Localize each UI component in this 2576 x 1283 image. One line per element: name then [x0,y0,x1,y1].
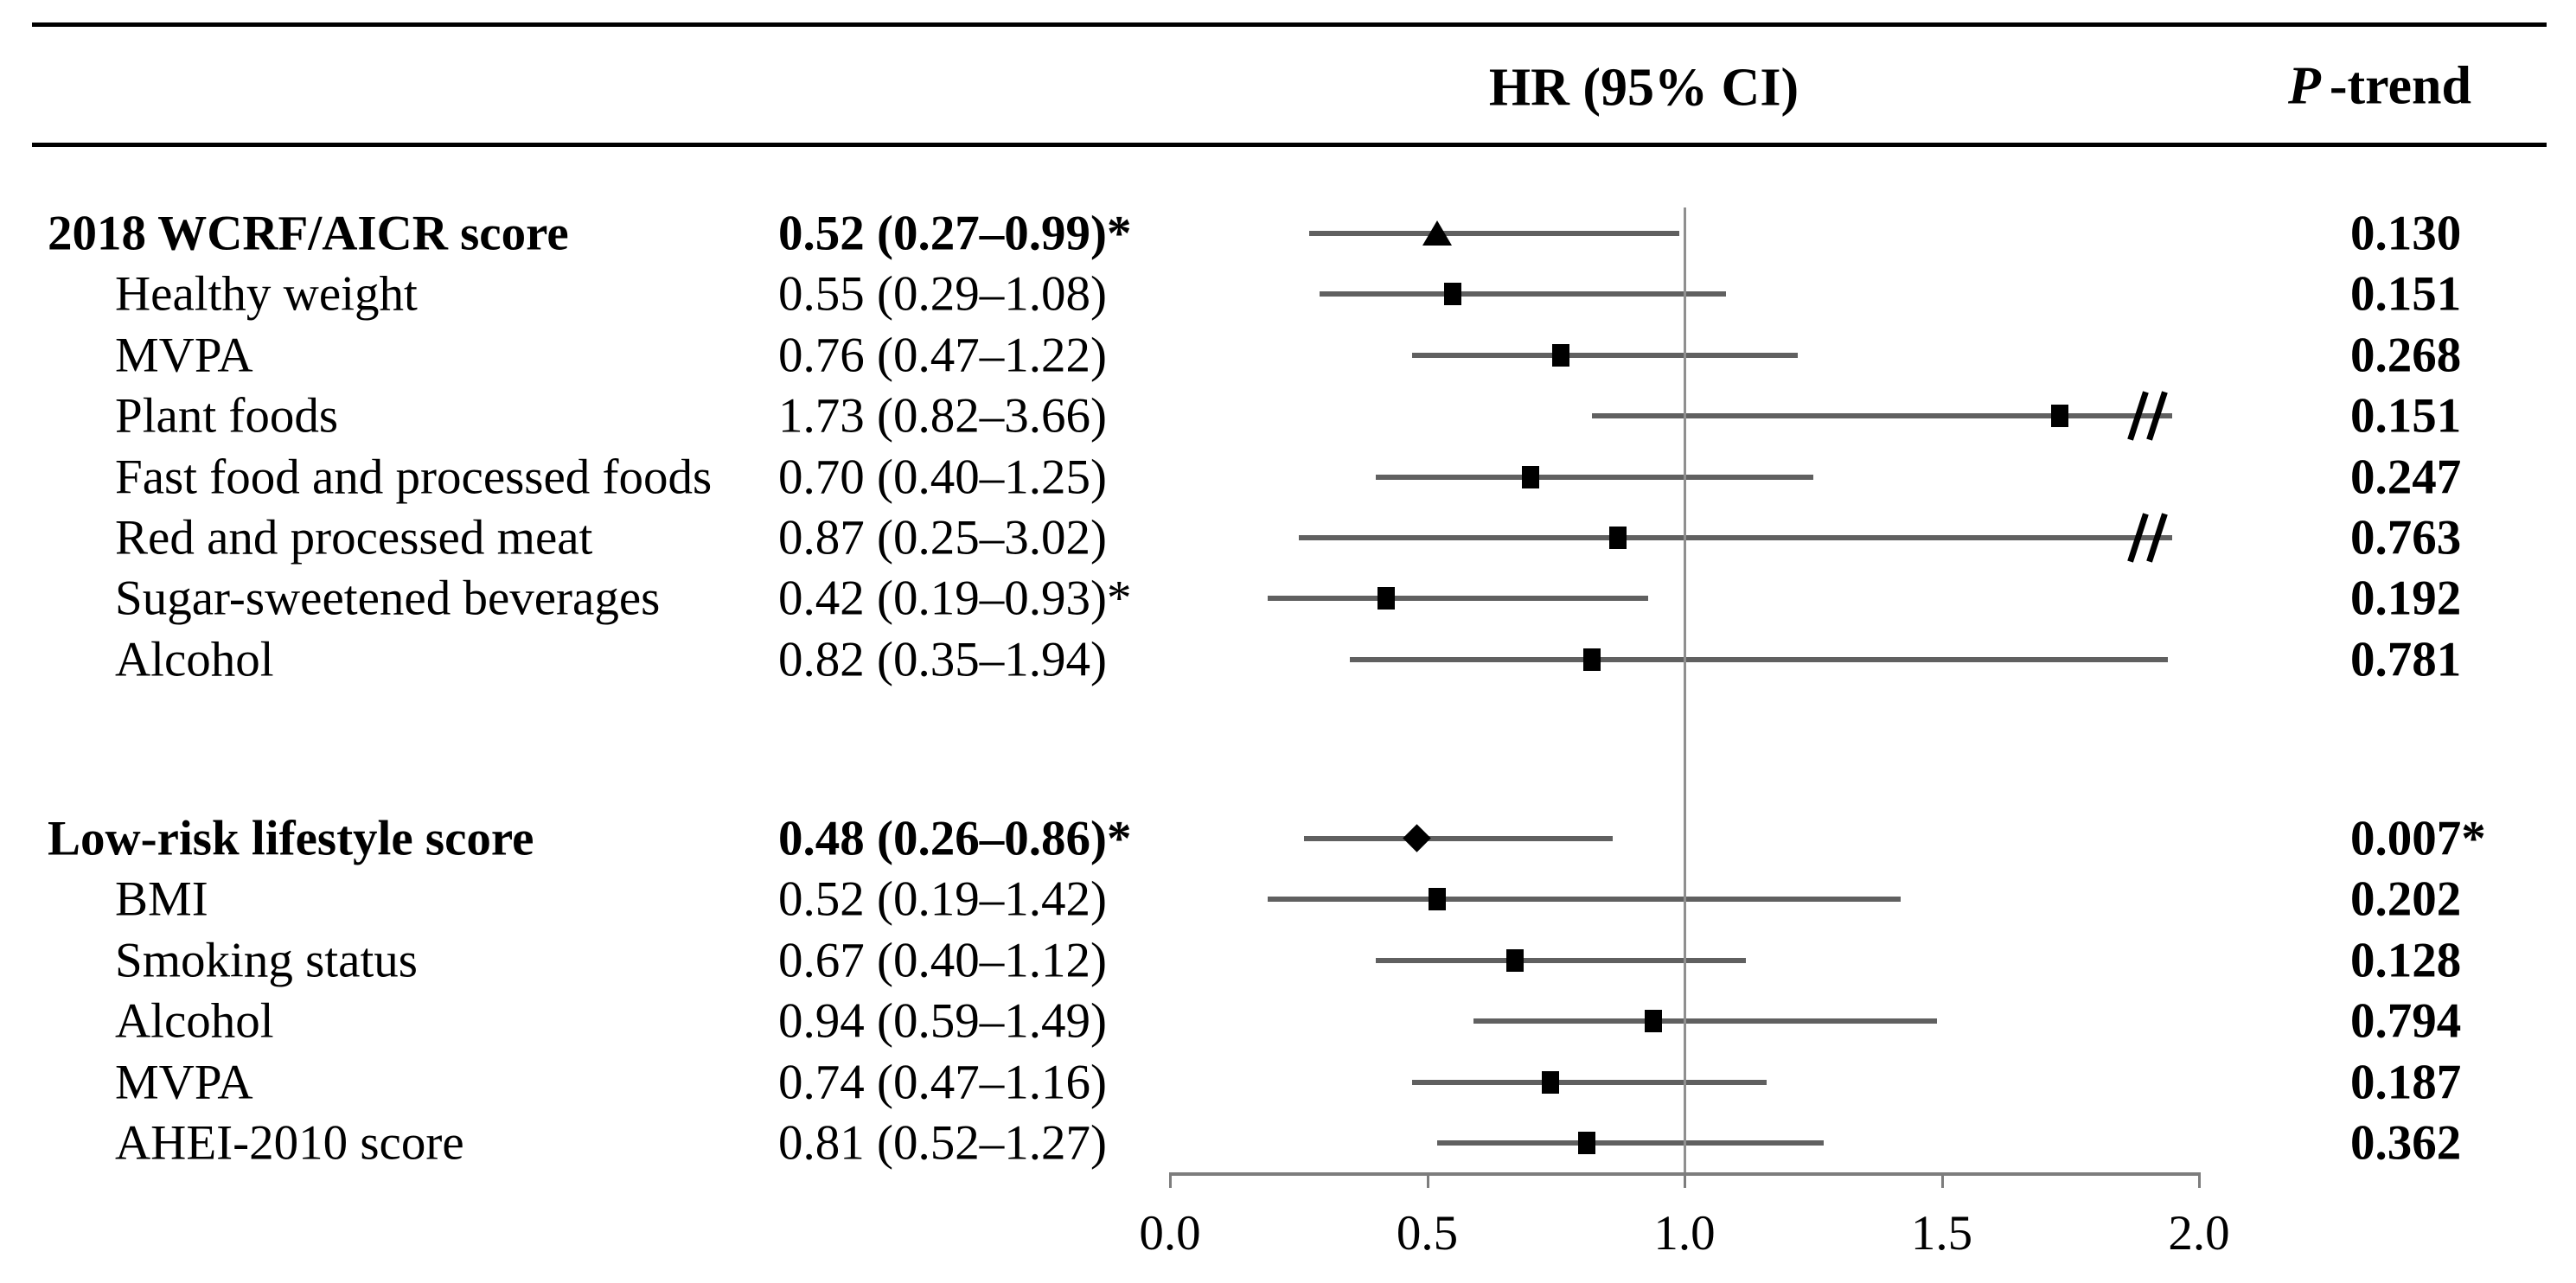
header-separator-rule [32,143,2547,147]
row-label: BMI [115,871,208,927]
hr-marker-square [1645,1010,1663,1033]
ci-line [1268,596,1649,602]
x-axis-tick-label: 1.0 [1653,1206,1716,1261]
row-p-value: 0.268 [2350,328,2462,383]
x-axis-tick [1940,1172,1944,1188]
ci-line [1473,1018,1937,1024]
ci-line [1298,535,2172,540]
ci-line [1591,413,2172,419]
row-label: Alcohol [115,632,274,687]
column-header-hr: HR (95% CI) [1488,58,1799,118]
row-label: Red and processed meat [115,510,593,565]
row-p-value: 0.362 [2350,1115,2462,1171]
row-p-value: 0.247 [2350,450,2462,505]
row-label: Fast food and processed foods [115,450,713,505]
x-axis-tick [1426,1172,1429,1188]
row-p-value: 0.007* [2350,811,2486,866]
hr-marker-square [1582,648,1601,671]
row-hr-value: 0.52 (0.19–1.42) [778,871,1107,927]
row-p-value: 0.151 [2350,266,2462,322]
ci-line [1411,1079,1767,1085]
row-p-value: 0.130 [2350,206,2462,261]
row-hr-value: 0.52 (0.27–0.99)* [778,206,1132,261]
ci-line [1303,836,1613,841]
row-p-value: 0.794 [2350,993,2462,1049]
hr-marker-square [1552,343,1570,367]
column-header-ptrend: P -trend [2288,56,2471,118]
row-p-value: 0.187 [2350,1055,2462,1110]
row-p-value: 0.151 [2350,388,2462,444]
row-hr-value: 1.73 (0.82–3.66) [778,388,1107,444]
x-axis-tick-label: 2.0 [2168,1206,2230,1261]
row-label: Alcohol [115,993,274,1049]
row-hr-value: 0.87 (0.25–3.02) [778,510,1107,565]
hr-marker-square [1444,283,1462,306]
row-label: MVPA [115,328,253,383]
row-hr-value: 0.42 (0.19–0.93)* [778,571,1132,626]
hr-marker-diamond [1402,824,1431,852]
row-label: Smoking status [115,933,418,988]
hr-marker-square [1542,1070,1560,1094]
hr-marker-square [1577,1132,1595,1154]
row-p-value: 0.202 [2350,871,2462,927]
hr-marker-triangle [1422,220,1453,246]
x-axis-tick-label: 0.5 [1396,1206,1459,1261]
hr-marker-square [1521,465,1539,488]
row-p-value: 0.128 [2350,933,2462,988]
row-p-value: 0.763 [2350,510,2462,565]
row-hr-value: 0.55 (0.29–1.08) [778,266,1107,322]
row-hr-value: 0.82 (0.35–1.94) [778,632,1107,687]
row-label: Sugar-sweetened beverages [115,571,661,626]
row-hr-value: 0.81 (0.52–1.27) [778,1115,1107,1171]
reference-line-1.0 [1684,207,1686,1172]
row-hr-value: 0.76 (0.47–1.22) [778,328,1107,383]
hr-marker-square [1608,527,1627,549]
row-hr-value: 0.48 (0.26–0.86)* [778,811,1132,866]
hr-marker-square [2051,405,2069,428]
row-label: Healthy weight [115,266,418,322]
top-rule [32,22,2547,27]
x-axis-tick-label: 1.5 [1910,1206,1973,1261]
ci-line [1411,352,1798,358]
hr-marker-square [1429,888,1447,911]
hr-marker-square [1505,948,1524,972]
hr-marker-square [1377,587,1395,610]
row-hr-value: 0.67 (0.40–1.12) [778,933,1107,988]
row-label: 2018 WCRF/AICR score [48,206,569,261]
x-axis-tick [2198,1172,2201,1188]
row-p-value: 0.781 [2350,632,2462,687]
ci-line [1376,957,1747,963]
x-axis-tick [1684,1172,1686,1188]
x-axis-tick [1169,1172,1172,1188]
x-axis-tick-label: 0.0 [1139,1206,1201,1261]
ptrend-suffix: -trend [2329,56,2472,116]
row-hr-value: 0.70 (0.40–1.25) [778,450,1107,505]
row-p-value: 0.192 [2350,571,2462,626]
ci-line [1319,291,1726,297]
row-label: Plant foods [115,388,339,444]
ci-line [1268,897,1901,903]
ptrend-italic-p: P [2287,56,2321,116]
ci-line [1376,474,1813,480]
row-hr-value: 0.74 (0.47–1.16) [778,1055,1107,1110]
row-label: MVPA [115,1055,253,1110]
row-label: Low-risk lifestyle score [48,811,534,866]
row-label: AHEI-2010 score [115,1115,464,1171]
ci-line [1350,656,2169,662]
ci-line [1437,1140,1824,1146]
row-hr-value: 0.94 (0.59–1.49) [778,993,1107,1049]
ci-line [1308,231,1680,236]
